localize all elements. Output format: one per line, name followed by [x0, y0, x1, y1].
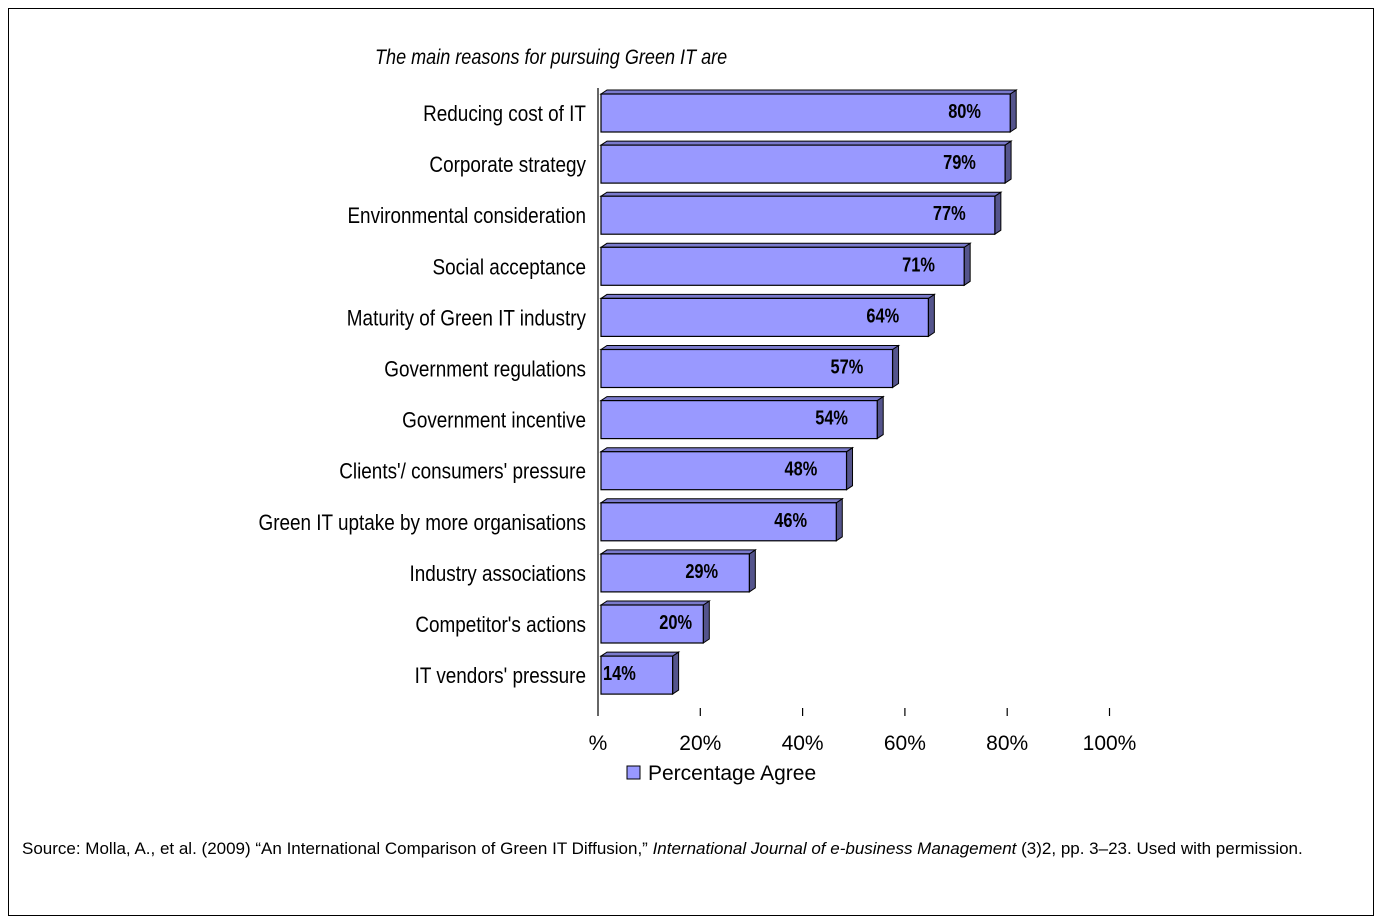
caption-suffix: (3)2, pp. 3–23. Used with permission. [1016, 839, 1303, 858]
category-label: IT vendors' pressure [415, 664, 586, 689]
category-label: Corporate strategy [429, 153, 586, 178]
bar-side [1004, 140, 1012, 185]
caption-journal: International Journal of e-business Mana… [652, 839, 1017, 858]
bar-value-label: 14% [603, 662, 636, 685]
x-tick-label: 60% [884, 732, 926, 755]
bar-side [1009, 89, 1017, 133]
bar-side [927, 293, 935, 338]
bar-side [672, 651, 680, 696]
bar-side [963, 242, 971, 287]
bar-value-label: 46% [774, 508, 807, 531]
bar-top [599, 447, 855, 453]
bar [600, 400, 878, 440]
bar [600, 195, 996, 235]
bar-value-label: 57% [831, 355, 864, 378]
category-label: Green IT uptake by more organisations [259, 510, 586, 535]
bar [600, 348, 894, 389]
bar [600, 246, 965, 286]
caption-prefix: Source: Molla, A., et al. (2009) “An Int… [22, 839, 653, 858]
bar-value-label: 79% [943, 151, 976, 174]
bar-side [702, 600, 710, 644]
x-tick-label: % [589, 732, 608, 755]
x-tick-label: 100% [1083, 732, 1137, 755]
bar-top [599, 345, 901, 350]
bar-side [892, 344, 900, 389]
bar-side [748, 548, 756, 593]
chart-title: The main reasons for pursuing Green IT a… [375, 46, 727, 70]
bar-value-label: 20% [659, 610, 692, 633]
category-label: Competitor's actions [415, 613, 586, 638]
bar-top [599, 293, 937, 299]
bar-top [599, 191, 1003, 197]
category-label: Social acceptance [433, 255, 586, 280]
bar-value-label: 71% [902, 253, 935, 276]
bar-side [994, 191, 1002, 236]
category-label: Environmental consideration [347, 204, 586, 229]
bar-top [599, 140, 1013, 146]
bar-chart: The main reasons for pursuing Green IT a… [259, 46, 1137, 785]
bar [600, 297, 929, 337]
legend-swatch [626, 765, 641, 780]
bar-value-label: 64% [866, 304, 899, 327]
bar-top [599, 498, 844, 504]
bar [600, 604, 704, 644]
category-label: Industry associations [409, 562, 586, 587]
bar-value-label: 80% [948, 99, 981, 122]
x-tick-label: 20% [679, 732, 721, 755]
figure-frame [8, 8, 1374, 916]
bar-side [835, 497, 843, 542]
bar [600, 655, 674, 695]
category-label: Clients'/ consumers' pressure [339, 459, 586, 484]
bar-value-label: 54% [815, 406, 848, 429]
source-caption: Source: Molla, A., et al. (2009) “An Int… [22, 838, 1362, 859]
bar-top [599, 396, 885, 402]
category-label: Reducing cost of IT [423, 102, 586, 127]
x-tick-label: 40% [782, 732, 824, 755]
x-tick-label: 80% [986, 732, 1028, 755]
bar-value-label: 48% [785, 457, 818, 480]
legend-label: Percentage Agree [648, 762, 816, 785]
bar [600, 553, 750, 593]
bar-side [876, 395, 884, 440]
category-label: Government incentive [402, 408, 586, 433]
category-label: Maturity of Green IT industry [347, 306, 587, 331]
bar-value-label: 77% [933, 202, 966, 225]
bar [600, 451, 848, 491]
bar [600, 144, 1006, 184]
bar [600, 502, 837, 542]
bar-side [846, 446, 854, 491]
category-label: Government regulations [384, 357, 586, 382]
bar [600, 93, 1011, 133]
bar-value-label: 29% [685, 559, 718, 582]
